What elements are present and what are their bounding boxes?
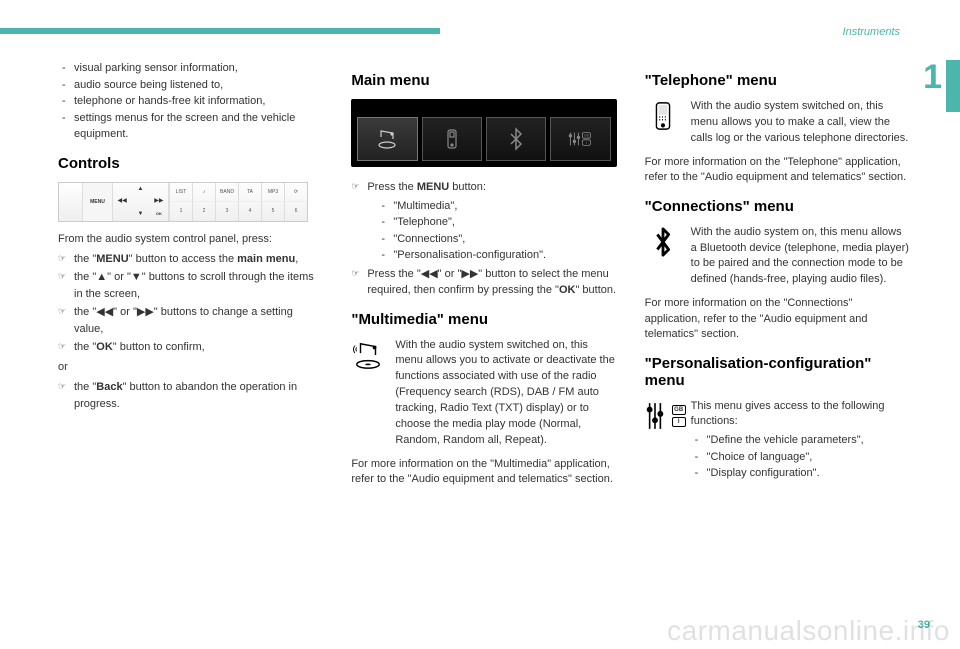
telephone-block: With the audio system switched on, this … xyxy=(645,99,910,147)
cp-cell: 5 xyxy=(261,202,284,221)
pers-intro: This menu gives access to the following … xyxy=(691,400,885,428)
list-item: the "MENU" button to access the main men… xyxy=(58,251,323,268)
connections-heading: "Connections" menu xyxy=(645,198,910,215)
personalisation-icon: GB I xyxy=(645,399,681,490)
column-1: visual parking sensor information, audio… xyxy=(58,60,323,609)
multimedia-block: With the audio system switched on, this … xyxy=(351,338,616,450)
bluetooth-icon xyxy=(645,225,681,289)
personalisation-heading: "Personalisation-configuration" menu xyxy=(645,355,910,389)
flag-gb: GB xyxy=(672,405,686,415)
controls-list-2: the "Back" button to abandon the operati… xyxy=(58,379,323,412)
connections-block: With the audio system on, this menu allo… xyxy=(645,225,910,289)
controls-intro: From the audio system control panel, pre… xyxy=(58,232,323,247)
controls-list: the "MENU" button to access the main men… xyxy=(58,251,323,356)
cp-cell: 1 xyxy=(169,202,192,221)
mm-bluetooth-icon xyxy=(486,117,546,161)
side-number-accent xyxy=(946,60,960,112)
multimedia-text: With the audio system switched on, this … xyxy=(395,338,616,450)
intro-list: visual parking sensor information, audio… xyxy=(58,60,323,143)
list-item: "Define the vehicle parameters", xyxy=(691,432,910,449)
list-item: Press the MENU button: "Multimedia", "Te… xyxy=(351,179,616,264)
multimedia-heading: "Multimedia" menu xyxy=(351,311,616,328)
main-menu-screenshot: GB I xyxy=(351,99,616,167)
controls-heading: Controls xyxy=(58,155,323,172)
list-item: the "◀◀" or "▶▶" buttons to change a set… xyxy=(58,304,323,337)
mm-telephone-icon xyxy=(422,117,482,161)
cp-cell: ⟳ xyxy=(284,183,307,202)
cp-up: ▲ xyxy=(131,186,149,192)
cp-menu-button: MENU xyxy=(83,183,113,221)
column-2: Main menu xyxy=(351,60,616,609)
or-text: or xyxy=(58,360,323,375)
list-item: "Telephone", xyxy=(381,214,616,231)
cp-cell: 6 xyxy=(284,202,307,221)
cp-dial xyxy=(59,183,83,221)
cp-cell: BAND xyxy=(215,183,238,202)
cp-down: ▼ xyxy=(131,211,149,217)
main-menu-heading: Main menu xyxy=(351,72,616,89)
list-item: "Personalisation-configuration". xyxy=(381,247,616,264)
cp-right-btn: ▶▶ xyxy=(150,198,168,204)
column-3: "Telephone" menu With the audio system s… xyxy=(645,60,920,609)
svg-text:GB: GB xyxy=(585,134,590,138)
svg-text:I: I xyxy=(586,141,587,145)
connections-text: With the audio system on, this menu allo… xyxy=(691,225,910,289)
list-item: "Connections", xyxy=(381,231,616,248)
telephone-footer: For more information on the "Telephone" … xyxy=(645,155,910,186)
cp-nav-pad: ▲ ◀◀ ▶▶ ▼OK xyxy=(113,183,169,221)
list-item: "Display configuration". xyxy=(691,465,910,482)
multimedia-footer: For more information on the "Multimedia"… xyxy=(351,457,616,488)
list-item: the "OK" button to confirm, xyxy=(58,339,323,356)
cp-cell: ♪ xyxy=(192,183,215,202)
list-item: the "Back" button to abandon the operati… xyxy=(58,379,323,412)
telephone-heading: "Telephone" menu xyxy=(645,72,910,89)
flag-i: I xyxy=(672,417,686,427)
cp-presets: LIST ♪ BAND TA MP3 ⟳ 1 2 3 4 5 6 xyxy=(169,183,307,221)
personalisation-text: This menu gives access to the following … xyxy=(691,399,910,490)
cp-cell: MP3 xyxy=(261,183,284,202)
list-item: Press the "◀◀" or "▶▶" button to select … xyxy=(351,266,616,299)
cp-cell: 3 xyxy=(215,202,238,221)
cp-cell: 4 xyxy=(238,202,261,221)
cp-ok: OK xyxy=(150,212,168,216)
cp-cell: TA xyxy=(238,183,261,202)
list-item: "Multimedia", xyxy=(381,198,616,215)
side-number: 1 xyxy=(923,58,942,97)
personalisation-block: GB I This menu gives access to the follo… xyxy=(645,399,910,490)
list-item: audio source being listened to, xyxy=(58,77,323,94)
list-item: "Choice of language", xyxy=(691,449,910,466)
list-item: the "▲" or "▼" buttons to scroll through… xyxy=(58,269,323,302)
menu-options: "Multimedia", "Telephone", "Connections"… xyxy=(381,198,616,264)
watermark: carmanualsonline.info xyxy=(667,615,950,647)
mm-settings-icon: GB I xyxy=(550,117,610,161)
control-panel-diagram: MENU ▲ ◀◀ ▶▶ ▼OK LIST ♪ BAND TA MP3 ⟳ 1 2 xyxy=(58,182,308,222)
list-item: settings menus for the screen and the ve… xyxy=(58,110,323,143)
press-menu-text: Press the MENU button: xyxy=(367,181,486,193)
cp-cell: 2 xyxy=(192,202,215,221)
mm-multimedia-icon xyxy=(357,117,417,161)
cp-cell: LIST xyxy=(169,183,192,202)
list-item: telephone or hands-free kit information, xyxy=(58,93,323,110)
content-columns: visual parking sensor information, audio… xyxy=(58,60,920,609)
section-header: Instruments xyxy=(843,26,900,38)
pers-list: "Define the vehicle parameters", "Choice… xyxy=(691,432,910,482)
list-item: visual parking sensor information, xyxy=(58,60,323,77)
cp-left-btn: ◀◀ xyxy=(113,198,131,204)
top-accent-bar xyxy=(0,28,440,34)
multimedia-icon xyxy=(351,338,385,450)
main-menu-steps: Press the MENU button: "Multimedia", "Te… xyxy=(351,179,616,299)
connections-footer: For more information on the "Connections… xyxy=(645,296,910,342)
phone-icon xyxy=(645,99,681,147)
telephone-text: With the audio system switched on, this … xyxy=(691,99,910,147)
